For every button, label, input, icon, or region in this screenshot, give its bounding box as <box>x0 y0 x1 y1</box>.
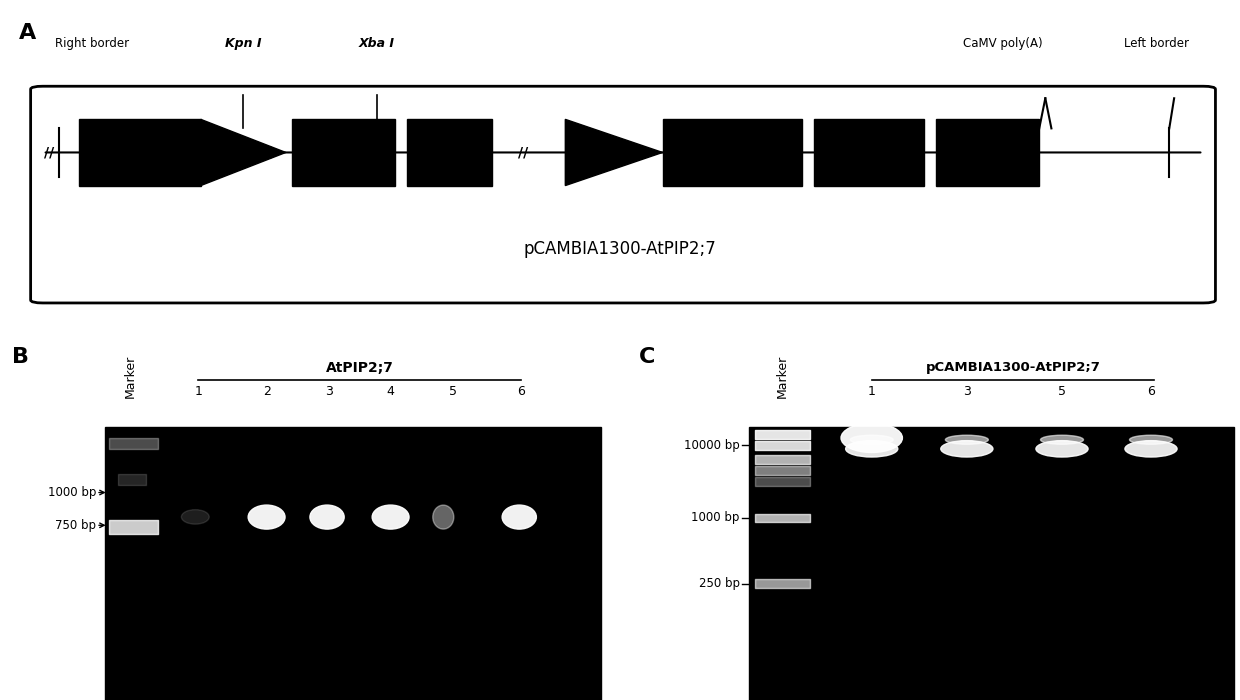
Bar <box>105 427 601 700</box>
Ellipse shape <box>846 441 898 457</box>
Bar <box>749 427 1234 700</box>
Text: 5: 5 <box>1058 385 1066 398</box>
Text: 4: 4 <box>387 385 394 398</box>
Text: C: C <box>639 347 655 367</box>
Ellipse shape <box>1035 441 1087 457</box>
Text: 6: 6 <box>517 385 525 398</box>
Text: 5: 5 <box>449 385 456 398</box>
Text: 1: 1 <box>195 385 202 398</box>
Polygon shape <box>565 119 662 186</box>
Ellipse shape <box>310 505 345 529</box>
Text: 3: 3 <box>325 385 332 398</box>
Ellipse shape <box>945 435 988 444</box>
Text: pCAMBIA1300-AtPIP2;7: pCAMBIA1300-AtPIP2;7 <box>523 240 717 258</box>
Text: 3: 3 <box>963 385 971 398</box>
Text: B: B <box>12 347 30 367</box>
Ellipse shape <box>181 510 210 524</box>
Text: Right border: Right border <box>55 37 129 50</box>
Ellipse shape <box>502 505 537 529</box>
Ellipse shape <box>1125 441 1177 457</box>
Bar <box>291 119 396 186</box>
Text: Marker: Marker <box>776 355 789 398</box>
Text: Left border: Left border <box>1125 37 1189 50</box>
Text: 2: 2 <box>263 385 270 398</box>
Ellipse shape <box>1130 435 1173 444</box>
Bar <box>662 119 802 186</box>
Text: 6: 6 <box>1147 385 1154 398</box>
Text: //: // <box>43 146 55 160</box>
Text: CaMV poly(A): CaMV poly(A) <box>963 37 1043 50</box>
Text: 1000 bp: 1000 bp <box>692 512 740 524</box>
Text: 750 bp: 750 bp <box>55 519 97 532</box>
Bar <box>936 119 1039 186</box>
Text: Kpn I: Kpn I <box>224 37 262 50</box>
FancyBboxPatch shape <box>31 86 1215 303</box>
Text: 1000 bp: 1000 bp <box>47 486 97 499</box>
Text: Marker: Marker <box>124 355 136 398</box>
Text: pCAMBIA1300-AtPIP2;7: pCAMBIA1300-AtPIP2;7 <box>925 361 1100 374</box>
Bar <box>79 119 201 186</box>
Text: //: // <box>517 146 528 160</box>
Ellipse shape <box>1040 435 1084 444</box>
Bar <box>815 119 924 186</box>
Ellipse shape <box>433 505 454 529</box>
Text: Xba I: Xba I <box>358 37 396 50</box>
Ellipse shape <box>841 424 903 452</box>
Polygon shape <box>201 119 285 186</box>
Ellipse shape <box>248 505 285 529</box>
Ellipse shape <box>941 441 993 457</box>
Ellipse shape <box>372 505 409 529</box>
Text: AtPIP2;7: AtPIP2;7 <box>326 361 393 375</box>
Text: 1: 1 <box>868 385 875 398</box>
Ellipse shape <box>851 435 893 444</box>
Text: 250 bp: 250 bp <box>699 577 740 590</box>
Bar <box>407 119 492 186</box>
Text: 10000 bp: 10000 bp <box>684 439 740 452</box>
Text: A: A <box>19 23 36 43</box>
